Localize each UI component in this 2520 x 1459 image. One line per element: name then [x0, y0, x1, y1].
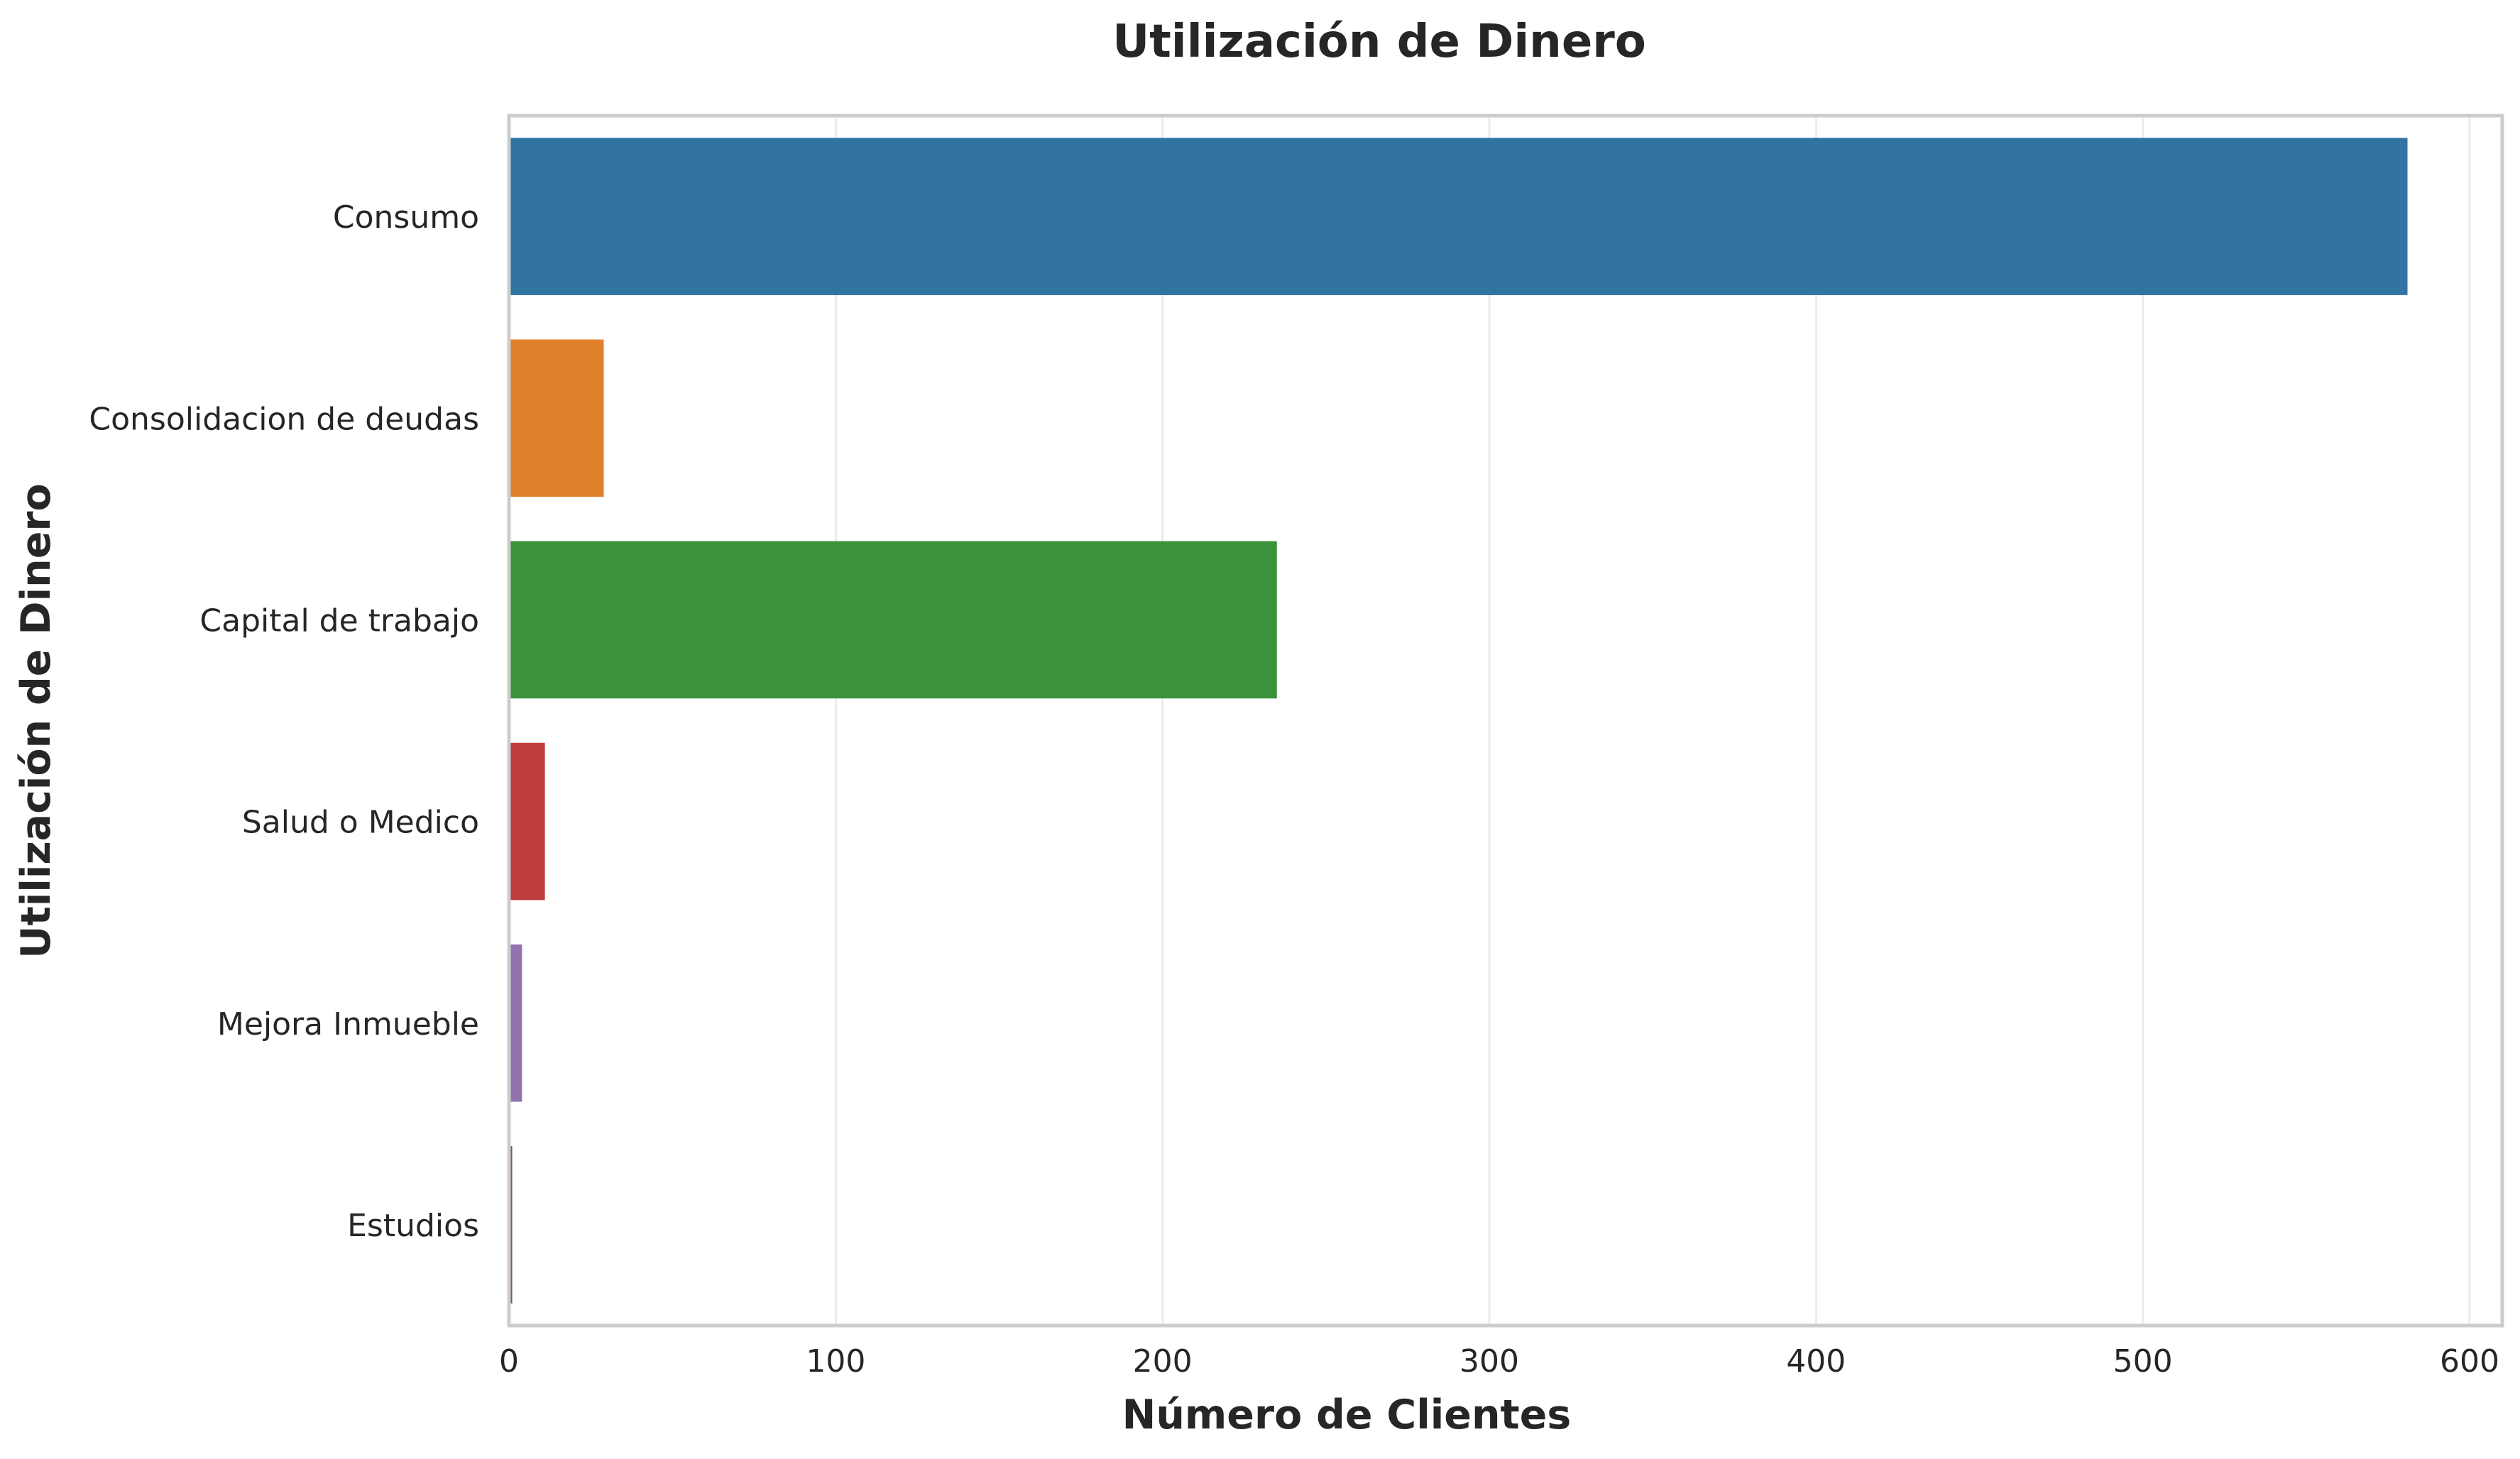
chart-title: Utilización de Dinero: [1112, 16, 1646, 68]
x-tick-label: 0: [499, 1343, 519, 1380]
x-tick-label: 600: [2440, 1343, 2499, 1380]
y-tick-label: Consumo: [333, 199, 479, 236]
x-tick-label: 100: [806, 1343, 865, 1380]
bar-consumo: [509, 138, 2408, 295]
plot-frame: [507, 114, 2504, 1328]
x-tick-label: 500: [2113, 1343, 2173, 1380]
y-tick-label: Capital de trabajo: [199, 602, 479, 639]
bars: [509, 138, 2408, 1304]
bar-mejora-inmueble: [509, 944, 522, 1102]
y-tick-label: Salud o Medico: [242, 805, 479, 841]
x-tick-labels: 0 100 200 300 400 500 600: [499, 1343, 2499, 1380]
y-axis-label: Utilización de Dinero: [13, 483, 60, 958]
x-tick-label: 300: [1459, 1343, 1519, 1380]
x-tick-label: 400: [1786, 1343, 1846, 1380]
y-tick-label: Mejora Inmueble: [217, 1006, 479, 1042]
x-tick-label: 200: [1133, 1343, 1193, 1380]
bar-salud-o-medico: [509, 742, 545, 901]
bar-consolidacion-de-deudas: [509, 339, 604, 497]
gridlines: [508, 116, 2471, 1326]
y-tick-label: Estudios: [347, 1208, 479, 1244]
bar-capital-de-trabajo: [509, 541, 1277, 699]
y-tick-labels: Consumo Consolidacion de deudas Capital de…: [89, 199, 479, 1244]
x-axis-label: Número de Clientes: [1122, 1392, 1572, 1438]
y-tick-label: Consolidacion de deudas: [89, 401, 479, 437]
